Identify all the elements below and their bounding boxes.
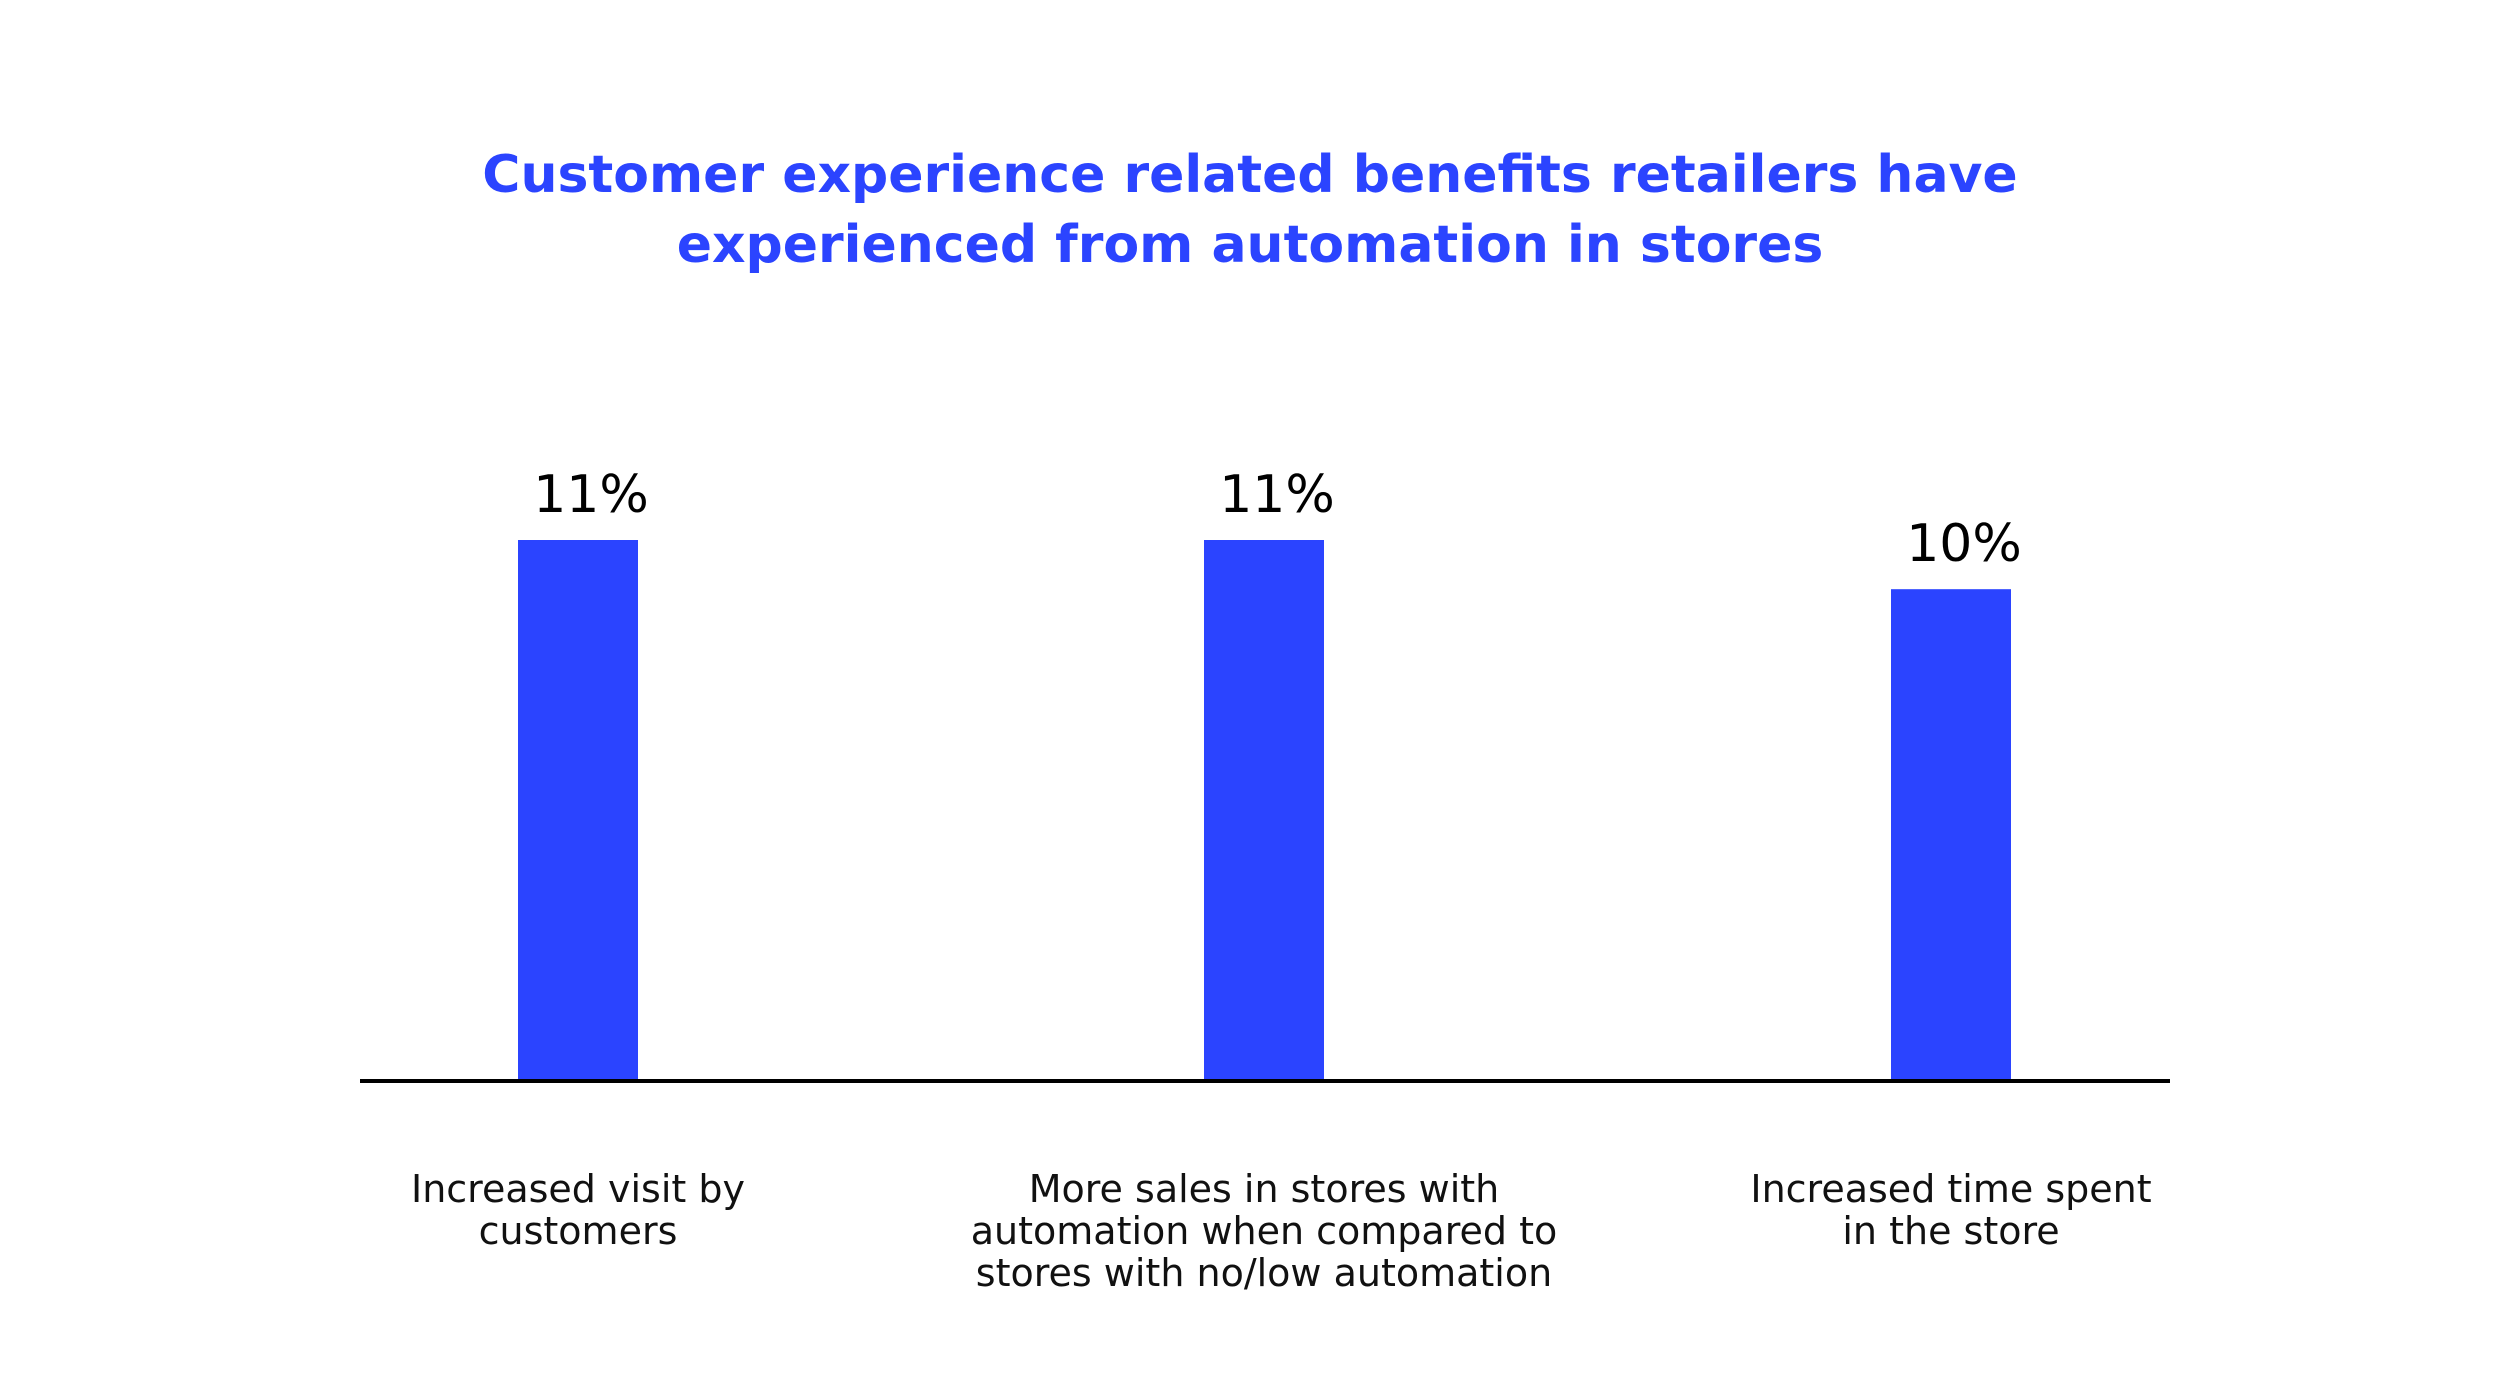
category-label-3-line-1: Increased time spent — [1750, 1167, 2151, 1211]
bar-3 — [1891, 589, 2011, 1081]
category-label-1: Increased visit by customers — [411, 1167, 745, 1253]
value-label-2: 11% — [1219, 465, 1335, 525]
chart-title-line-2: experienced from automation in stores — [676, 215, 1824, 275]
labels-group: 11% Increased visit by customers 11% More sa… — [411, 465, 2152, 1295]
value-label-3: 10% — [1906, 514, 2022, 574]
chart-title: Customer experience related benefits ret… — [0, 140, 2500, 280]
bars-group — [518, 540, 2011, 1081]
category-label-2-line-2: automation when compared to — [971, 1209, 1557, 1253]
category-label-1-line-2: customers — [479, 1209, 678, 1253]
category-label-1-line-1: Increased visit by — [411, 1167, 745, 1211]
category-label-2: More sales in stores with automation when… — [971, 1167, 1557, 1295]
category-label-2-line-1: More sales in stores with — [1029, 1167, 1500, 1211]
chart-title-line-1: Customer experience related benefits ret… — [482, 145, 2018, 205]
bar-2 — [1204, 540, 1324, 1081]
bar-1 — [518, 540, 638, 1081]
category-label-3: Increased time spent in the store — [1750, 1167, 2151, 1253]
value-label-1: 11% — [533, 465, 649, 525]
category-label-3-line-2: in the store — [1842, 1209, 2059, 1253]
category-label-2-line-3: stores with no/low automation — [976, 1251, 1552, 1295]
